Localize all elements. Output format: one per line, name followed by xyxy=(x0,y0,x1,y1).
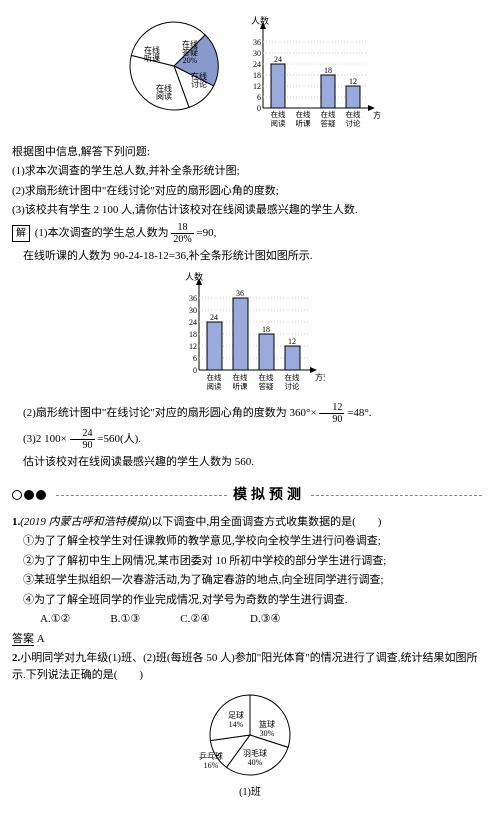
a2-fraction: 12 90 xyxy=(319,402,344,425)
svg-text:阅读: 阅读 xyxy=(156,91,172,101)
bar-chart-2-wrap: 人数 方式 6 12 18 24 30 36 0 24 36 18 12 在线阅… xyxy=(12,270,488,396)
svg-text:18: 18 xyxy=(262,325,270,334)
svg-text:答疑: 答疑 xyxy=(321,118,336,128)
svg-text:在线: 在线 xyxy=(285,372,300,382)
svg-text:14%: 14% xyxy=(229,720,244,729)
section-divider: 模拟预测 xyxy=(12,485,488,506)
answer-3: (3)2 100× 24 90 =560(人). xyxy=(12,428,488,451)
svg-text:24: 24 xyxy=(253,60,261,69)
answer-1b: 在线听课的人数为 90-24-18-12=36,补全条形统计图如图所示. xyxy=(12,248,488,265)
svg-text:12: 12 xyxy=(253,82,261,91)
svg-text:18: 18 xyxy=(324,66,332,75)
top-charts: 在线 答疑 20% 在线 讨论 在线 阅读 在线 听课 人数 方式 6 12 1… xyxy=(12,14,488,138)
svg-text:20%: 20% xyxy=(183,56,198,65)
question-2: (2)求扇形统计图中"在线讨论"对应的扇形圆心角的度数; xyxy=(12,183,488,200)
p1-opt-2: ②为了了解初中生上网情况,某市团委对 10 所初中学校的部分学生进行调查; xyxy=(12,553,488,570)
dots-icon xyxy=(12,490,46,500)
svg-text:0: 0 xyxy=(193,366,197,375)
a1-post: =90, xyxy=(196,227,216,239)
choice-b: B.①③ xyxy=(110,611,140,628)
svg-text:12: 12 xyxy=(349,77,357,86)
svg-text:听课: 听课 xyxy=(233,382,248,391)
svg-text:人数: 人数 xyxy=(251,15,269,26)
svg-text:在线: 在线 xyxy=(346,109,361,119)
svg-text:18: 18 xyxy=(253,71,261,80)
svg-text:36: 36 xyxy=(189,294,197,303)
answer-2: (2)扇形统计图中"在线讨论"对应的扇形圆心角的度数为 360°× 12 90 … xyxy=(12,402,488,425)
question-3: (3)该校共有学生 2 100 人,请你估计该校对在线阅读最感兴趣的学生人数. xyxy=(12,202,488,219)
svg-text:足球: 足球 xyxy=(228,710,244,720)
svg-text:方式: 方式 xyxy=(315,372,325,382)
svg-text:乒乓球: 乒乓球 xyxy=(199,751,223,761)
svg-text:讨论: 讨论 xyxy=(191,79,207,89)
bar-chart-1: 人数 方式 6 12 18 24 30 36 0 24 18 12 在线阅读 xyxy=(241,14,381,138)
svg-text:6: 6 xyxy=(257,93,261,102)
answer-3b: 估计该校对在线阅读最感兴趣的学生人数为 560. xyxy=(12,454,488,471)
question-1: (1)求本次调查的学生总人数,并补全条形统计图; xyxy=(12,163,488,180)
svg-text:阅读: 阅读 xyxy=(207,381,222,391)
svg-text:6: 6 xyxy=(193,354,197,363)
pie2-caption: (1)班 xyxy=(239,785,261,800)
choice-d: D.③④ xyxy=(250,611,280,628)
pie-chart-1: 在线 答疑 20% 在线 讨论 在线 阅读 在线 听课 xyxy=(119,14,229,138)
svg-text:在线: 在线 xyxy=(296,109,311,119)
svg-text:在线: 在线 xyxy=(271,109,286,119)
answer-1: 解 (1)本次调查的学生总人数为 18 20% =90, xyxy=(12,222,488,245)
bar-chart-2: 人数 方式 6 12 18 24 30 36 0 24 36 18 12 在线阅… xyxy=(175,270,325,396)
svg-text:听课: 听课 xyxy=(296,119,311,128)
p1-answer: 答案 A xyxy=(12,631,488,648)
svg-text:18: 18 xyxy=(189,330,197,339)
svg-text:讨论: 讨论 xyxy=(285,381,300,391)
svg-text:30: 30 xyxy=(189,306,197,315)
svg-text:36: 36 xyxy=(253,38,261,47)
svg-text:40%: 40% xyxy=(248,758,263,767)
svg-text:在线: 在线 xyxy=(321,109,336,119)
svg-text:36: 36 xyxy=(236,289,244,298)
p1-opt-1: ①为了了解全校学生对任课教师的教学意见,学校向全校学生进行问卷调查; xyxy=(12,533,488,550)
svg-text:24: 24 xyxy=(189,318,197,327)
p1-opt-3: ③某班学生拟组织一次春游活动,为了确定春游的地点,向全班同学进行调查; xyxy=(12,572,488,589)
choice-a: A.①② xyxy=(40,611,70,628)
svg-text:0: 0 xyxy=(257,104,261,113)
svg-text:听课: 听课 xyxy=(144,54,160,63)
svg-text:24: 24 xyxy=(210,313,218,322)
choice-c: C.②④ xyxy=(180,611,210,628)
a1-pre: (1)本次调查的学生总人数为 xyxy=(35,227,169,239)
svg-text:方式: 方式 xyxy=(373,110,381,120)
svg-text:30%: 30% xyxy=(260,729,275,738)
svg-text:24: 24 xyxy=(274,55,282,64)
svg-text:30: 30 xyxy=(253,49,261,58)
problem-2: 2.小明同学对九年级(1)班、(2)班(每班各 50 人)参加"阳光体育"的情况… xyxy=(12,650,488,683)
p1-opt-4: ④为了了解全班同学的作业完成情况,对学号为奇数的学生进行调查. xyxy=(12,592,488,609)
svg-text:人数: 人数 xyxy=(185,271,203,282)
a3-fraction: 24 90 xyxy=(70,428,95,451)
svg-text:篮球: 篮球 xyxy=(259,719,275,729)
p1-choices: A.①② B.①③ C.②④ D.③④ xyxy=(12,611,488,628)
svg-text:答疑: 答疑 xyxy=(259,381,274,391)
solve-label: 解 xyxy=(12,225,30,242)
question-intro: 根据图中信息,解答下列问题: xyxy=(12,144,488,161)
svg-text:16%: 16% xyxy=(204,761,219,770)
svg-text:在线: 在线 xyxy=(259,372,274,382)
svg-text:在线: 在线 xyxy=(207,372,222,382)
svg-text:在线: 在线 xyxy=(233,372,248,382)
section-title: 模拟预测 xyxy=(233,485,305,506)
problem-1: 1.(2019 内蒙古呼和浩特模拟)以下调查中,用全面调查方式收集数据的是( ) xyxy=(12,514,488,531)
svg-text:讨论: 讨论 xyxy=(346,118,361,128)
svg-text:羽毛球: 羽毛球 xyxy=(243,748,267,758)
svg-text:阅读: 阅读 xyxy=(271,118,286,128)
svg-text:12: 12 xyxy=(288,337,296,346)
a1-fraction: 18 20% xyxy=(171,222,193,245)
svg-text:12: 12 xyxy=(189,342,197,351)
